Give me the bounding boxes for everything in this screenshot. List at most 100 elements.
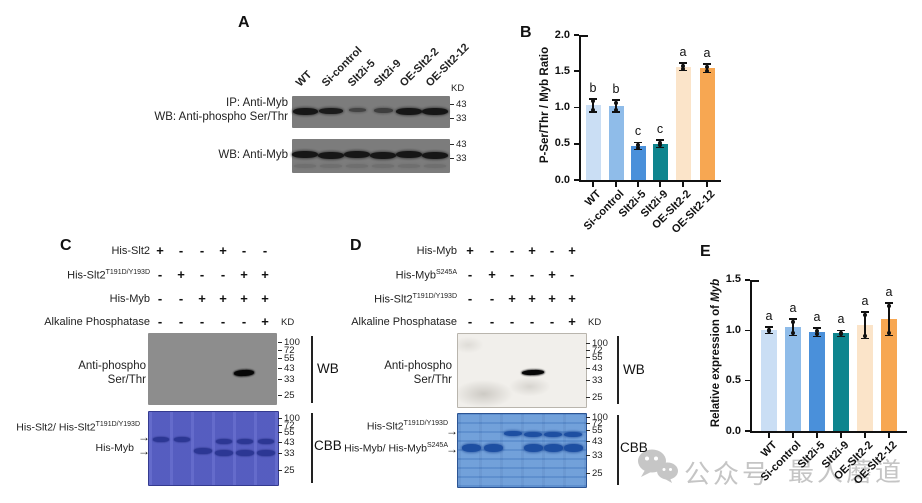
bar-WT <box>585 105 601 180</box>
treatment-value: - <box>220 314 226 329</box>
myb-label-text: His-Myb <box>95 442 135 454</box>
data-point <box>681 63 685 68</box>
bar-Si-control <box>785 327 801 431</box>
error-cap-bottom <box>612 111 620 113</box>
panel-A-blot1-marker-43: 43 <box>450 100 467 110</box>
treatment-value: - <box>178 291 184 306</box>
band <box>292 108 318 115</box>
band <box>422 152 448 159</box>
y-tick <box>574 34 579 36</box>
panel-C-cbb-marker-55: 55 <box>278 428 295 438</box>
error-cap-top <box>885 302 893 304</box>
sig-letter: a <box>861 294 869 309</box>
treatment-row-label: His-Myb <box>109 293 150 305</box>
treatment-value: - <box>489 291 495 306</box>
myb-band <box>257 450 275 456</box>
data-point <box>767 329 771 334</box>
panel-D-cbb-marker-33: 33 <box>586 451 603 461</box>
y-tick-label: 0.5 <box>725 374 741 387</box>
y-tick-label: 1.5 <box>725 273 741 286</box>
y-tick <box>574 142 579 145</box>
treatment-row-label: His-Slt2 <box>111 245 150 257</box>
slt2-band <box>524 432 542 437</box>
data-point <box>705 64 709 69</box>
sig-letter: a <box>885 285 893 300</box>
panel-C-myb-band-arrow: → <box>138 444 150 458</box>
treatment-value: - <box>489 243 495 258</box>
error-cap-bottom <box>765 332 773 335</box>
panel-A-blot1-label: IP: Anti-Myb WB: Anti-phospho Ser/Thr <box>112 97 288 124</box>
panel-A-phospho-blot <box>292 96 450 128</box>
error-bar <box>864 312 866 339</box>
data-point <box>591 107 595 112</box>
panel-C-cbb-marker-25: 25 <box>278 466 295 476</box>
treatment-value: + <box>261 314 269 329</box>
panel-A-kd-label: KD <box>451 83 465 94</box>
treatment-value: - <box>220 267 226 282</box>
treatment-value: + <box>568 243 576 258</box>
myb-band <box>544 444 563 452</box>
data-point <box>681 66 685 71</box>
myb-band <box>524 444 543 452</box>
y-tick <box>745 279 750 281</box>
sig-letter: c <box>656 122 664 137</box>
treatment-value: - <box>569 267 575 282</box>
slt2-band <box>216 439 232 444</box>
ip-anti-myb-label: IP: Anti-Myb <box>226 97 288 109</box>
y-tick <box>745 379 750 382</box>
y-tick-label: 2.0 <box>554 28 570 41</box>
x-axis <box>579 180 721 182</box>
treatment-value: - <box>199 267 205 282</box>
treatment-value: - <box>178 243 184 258</box>
sig-letter: a <box>679 45 687 60</box>
treatment-value: - <box>157 291 163 306</box>
error-cap-top <box>679 62 687 65</box>
treatment-value: + <box>261 267 269 282</box>
y-axis <box>579 35 581 180</box>
panel-D-wb-marker-33: 33 <box>586 376 603 386</box>
treatment-value: + <box>568 291 576 306</box>
treatment-value: - <box>262 243 268 258</box>
bar-OE-Slt2-2 <box>857 325 873 431</box>
panel-D-wb-tag: WB <box>623 362 645 377</box>
slt2-label-sup: T191D/Y193D <box>95 421 140 428</box>
bar-OE-Slt2-2 <box>675 66 691 180</box>
treatment-value: + <box>548 267 556 282</box>
band-faint <box>320 164 342 168</box>
band-faint <box>424 164 446 168</box>
error-cap-top <box>589 98 597 100</box>
y-tick-label: 0.0 <box>554 173 570 186</box>
band-faint <box>346 164 368 168</box>
treatment-value: + <box>240 291 248 306</box>
bar-OE-Slt2-12 <box>881 319 897 431</box>
error-cap-bottom <box>813 335 821 338</box>
panel-C-slt2-band-arrow: → <box>138 430 150 444</box>
bar-Si-control <box>608 106 624 180</box>
slt2-band <box>258 439 274 444</box>
sig-letter: a <box>813 310 821 325</box>
x-tick <box>792 433 794 438</box>
panel-A-blot1-marker-33: 33 <box>450 114 467 124</box>
data-point <box>658 143 662 148</box>
slt2-band <box>504 431 522 436</box>
treatment-value: - <box>178 314 184 329</box>
band <box>344 151 370 158</box>
treatment-value: - <box>529 267 535 282</box>
panel-D-wb-left-label: Anti-phospho Ser/Thr <box>346 360 452 387</box>
data-point <box>614 100 618 105</box>
panel-A-myb-blot <box>292 139 450 173</box>
x-tick <box>592 182 594 187</box>
watermark-text-right: 最人蘑道 <box>788 457 905 487</box>
panel-B-letter: B <box>520 24 532 41</box>
error-cap-top <box>765 326 773 329</box>
treatment-row-label: Alkaline Phosphatase <box>351 316 457 328</box>
panel-E-letter: E <box>700 243 711 260</box>
error-bar <box>888 303 890 336</box>
error-cap-top <box>789 318 797 321</box>
bar-OE-Slt2-12 <box>699 68 715 180</box>
panel-D-cbb-marker-72: 72 <box>586 419 603 429</box>
slt2-band <box>564 432 582 437</box>
panel-A-blot2-label: WB: Anti-Myb <box>112 149 288 163</box>
